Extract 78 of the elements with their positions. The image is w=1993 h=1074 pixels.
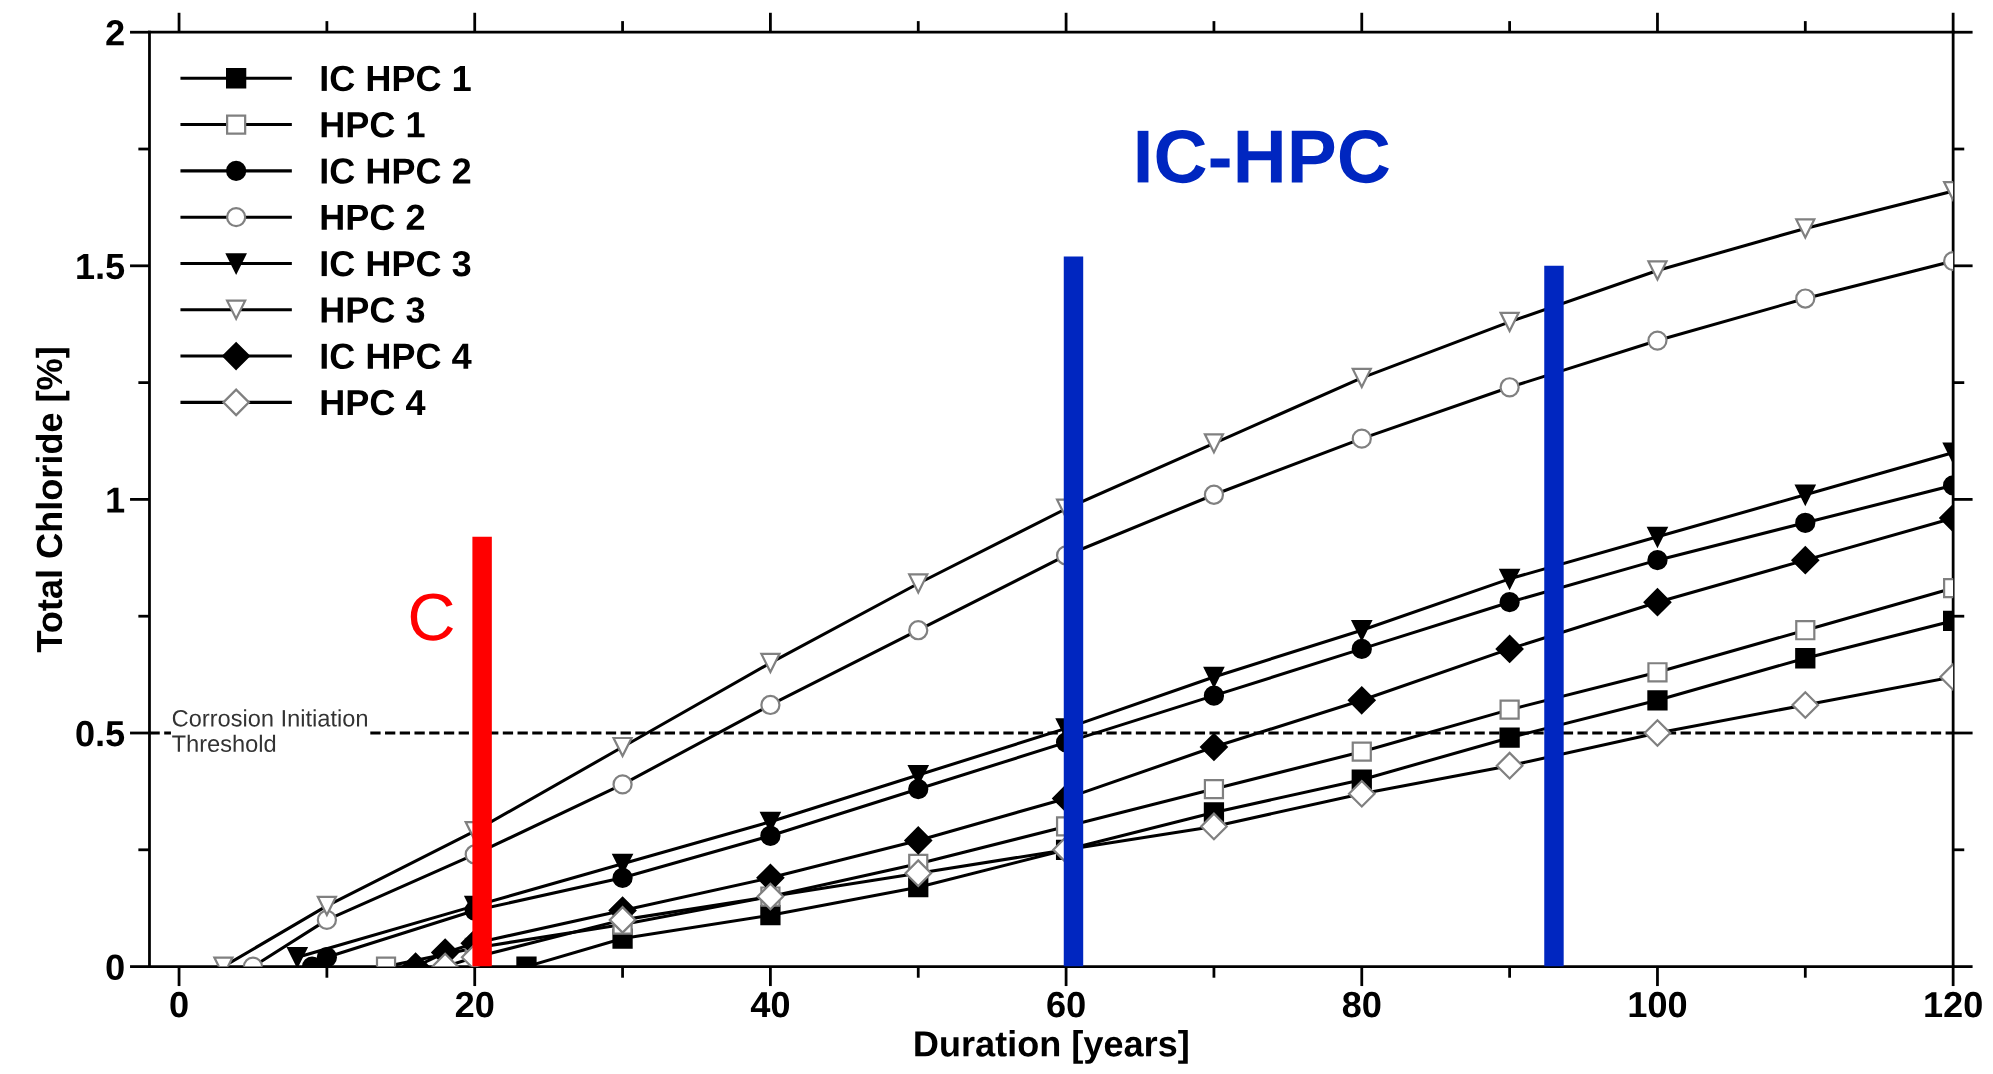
legend-label: IC HPC 4 bbox=[321, 343, 472, 370]
point bbox=[1203, 666, 1225, 688]
point bbox=[1347, 686, 1376, 715]
point bbox=[904, 826, 933, 855]
point bbox=[612, 774, 633, 795]
point bbox=[1499, 377, 1520, 398]
point bbox=[908, 573, 929, 594]
point bbox=[1351, 620, 1372, 641]
legend-label: HPC 4 bbox=[321, 389, 426, 416]
point bbox=[1495, 635, 1524, 663]
point bbox=[1347, 779, 1376, 808]
point bbox=[1791, 691, 1820, 719]
point bbox=[908, 620, 929, 641]
y-axis-title: Total Chloride [%] bbox=[35, 348, 70, 653]
point bbox=[1795, 218, 1816, 239]
legend-label: IC HPC 3 bbox=[321, 250, 471, 277]
point bbox=[1495, 751, 1524, 780]
point bbox=[1351, 741, 1372, 762]
annotation: IC-HPC bbox=[1137, 130, 1389, 184]
legend-label: IC HPC 2 bbox=[321, 158, 471, 184]
point bbox=[760, 652, 781, 674]
point bbox=[1643, 719, 1672, 747]
point bbox=[1499, 727, 1520, 748]
point bbox=[1499, 592, 1520, 613]
point bbox=[1795, 288, 1816, 309]
point bbox=[1499, 311, 1520, 333]
x-tick-label: 0 bbox=[170, 991, 188, 1018]
legend-label: HPC 3 bbox=[321, 297, 425, 323]
point bbox=[1351, 367, 1372, 389]
point bbox=[1795, 484, 1816, 505]
ref-line-label: Corrosion Initiation Threshold bbox=[172, 709, 367, 753]
legend-label: HPC 1 bbox=[321, 111, 425, 138]
x-tick-label: 120 bbox=[1925, 991, 1982, 1018]
point bbox=[316, 895, 338, 916]
x-axis-title: Duration [years] bbox=[915, 1030, 1188, 1064]
point bbox=[1795, 648, 1816, 669]
legend-label: IC HPC 1 bbox=[321, 65, 471, 92]
point bbox=[1499, 699, 1520, 720]
y-tick-label: 1.5 bbox=[77, 254, 125, 280]
point bbox=[608, 906, 637, 934]
point bbox=[1647, 550, 1668, 571]
point bbox=[1200, 733, 1228, 761]
point bbox=[612, 736, 633, 758]
point bbox=[760, 694, 781, 716]
point bbox=[1795, 620, 1816, 641]
legend-label: HPC 2 bbox=[321, 204, 425, 231]
y-tick-label: 0 bbox=[106, 954, 124, 981]
point bbox=[1647, 662, 1668, 683]
annotation: C bbox=[410, 593, 453, 641]
y-tick-label: 0.5 bbox=[76, 720, 125, 747]
point bbox=[287, 947, 308, 967]
y-tick-label: 1 bbox=[107, 487, 125, 513]
point bbox=[1647, 690, 1668, 711]
point bbox=[316, 909, 338, 931]
x-tick-label: 80 bbox=[1342, 991, 1381, 1018]
point bbox=[1203, 685, 1225, 706]
point bbox=[1647, 526, 1668, 547]
x-tick-label: 20 bbox=[455, 991, 494, 1018]
x-tick-label: 60 bbox=[1047, 991, 1085, 1018]
point bbox=[1203, 433, 1225, 454]
point bbox=[1200, 812, 1228, 841]
point bbox=[1795, 512, 1816, 533]
point bbox=[1203, 484, 1225, 505]
point bbox=[1791, 546, 1820, 575]
x-tick-label: 40 bbox=[750, 991, 790, 1018]
x-tick-label: 100 bbox=[1629, 991, 1687, 1018]
point bbox=[1643, 588, 1672, 617]
y-tick-label: 2 bbox=[106, 20, 124, 46]
point bbox=[1647, 260, 1668, 281]
point bbox=[904, 859, 933, 888]
point bbox=[1351, 638, 1372, 660]
point bbox=[1203, 778, 1225, 800]
point bbox=[760, 825, 781, 846]
point bbox=[1499, 568, 1520, 589]
point bbox=[1647, 330, 1668, 351]
point bbox=[908, 778, 929, 800]
point bbox=[612, 867, 633, 888]
point bbox=[1351, 428, 1372, 449]
